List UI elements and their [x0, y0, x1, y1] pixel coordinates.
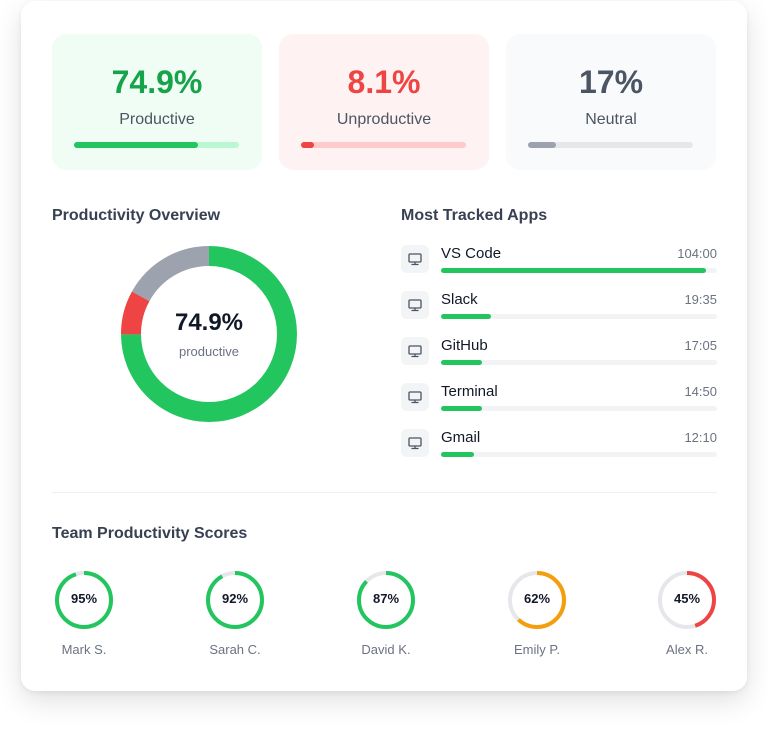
score-value: 92%	[221, 591, 249, 606]
app-time: 14:50	[684, 384, 717, 399]
stat-bar-fill	[528, 142, 557, 148]
member-name: David K.	[361, 642, 411, 657]
team-member: 95% Mark S.	[52, 568, 116, 657]
score-value: 62%	[523, 591, 551, 606]
ring-progress	[55, 571, 113, 629]
monitor-icon	[401, 337, 429, 365]
app-name: VS Code	[441, 245, 502, 262]
donut-center-value: 74.9%	[174, 309, 244, 336]
stat-bar-fill	[301, 142, 315, 148]
unproductive-stat-card: 8.1% Unproductive	[279, 34, 489, 170]
score-value: 95%	[70, 591, 98, 606]
app-name: Slack	[441, 291, 478, 308]
donut-segment-neutral	[121, 246, 297, 422]
app-name: GitHub	[441, 337, 488, 354]
dashboard-card: 74.9% Productive 8.1% Unproductive 17% N…	[21, 1, 747, 691]
app-bar-track	[441, 314, 717, 319]
productivity-donut: 74.9% productive	[121, 246, 297, 422]
member-name: Emily P.	[514, 642, 560, 657]
apps-title: Most Tracked Apps	[401, 207, 548, 224]
app-bar-fill	[441, 406, 483, 411]
app-time: 12:10	[684, 430, 717, 445]
ring-progress	[357, 571, 415, 629]
app-bar-fill	[441, 452, 475, 457]
score-ring: 92%	[203, 568, 267, 632]
stat-value: 8.1%	[347, 64, 421, 100]
score-ring: 45%	[655, 568, 719, 632]
ring-progress	[658, 571, 716, 629]
productive-stat-card: 74.9% Productive	[52, 34, 262, 170]
stat-value: 74.9%	[111, 64, 203, 100]
member-name: Mark S.	[61, 642, 107, 657]
ring-progress	[508, 571, 566, 629]
stat-bar-track	[528, 142, 693, 148]
donut-chart	[121, 246, 297, 422]
app-bar-fill	[441, 268, 706, 273]
neutral-stat-card: 17% Neutral	[506, 34, 716, 170]
score-ring: 87%	[354, 568, 418, 632]
stat-value: 17%	[578, 64, 644, 100]
app-row: Slack 19:35	[401, 291, 717, 331]
team-member: 92% Sarah C.	[203, 568, 267, 657]
stat-label: Unproductive	[336, 111, 432, 128]
donut-center-label: productive	[179, 344, 239, 359]
member-name: Sarah C.	[209, 642, 261, 657]
app-row: Gmail 12:10	[401, 429, 717, 469]
app-time: 19:35	[684, 292, 717, 307]
app-row: VS Code 104:00	[401, 245, 717, 285]
app-name: Terminal	[441, 383, 498, 400]
stat-bar-track	[301, 142, 466, 148]
app-bar-track	[441, 268, 717, 273]
member-name: Alex R.	[666, 642, 708, 657]
section-divider	[52, 492, 717, 493]
app-bar-track	[441, 452, 717, 457]
monitor-icon	[401, 383, 429, 411]
team-member: 45% Alex R.	[655, 568, 719, 657]
ring-progress	[206, 571, 264, 629]
stat-bar-track	[74, 142, 239, 148]
app-bar-fill	[441, 360, 483, 365]
score-value: 45%	[673, 591, 701, 606]
score-value: 87%	[372, 591, 400, 606]
stat-label: Neutral	[585, 111, 637, 128]
score-ring: 95%	[52, 568, 116, 632]
app-time: 17:05	[684, 338, 717, 353]
team-member: 62% Emily P.	[505, 568, 569, 657]
app-row: GitHub 17:05	[401, 337, 717, 377]
team-member: 87% David K.	[354, 568, 418, 657]
app-bar-track	[441, 360, 717, 365]
overview-title: Productivity Overview	[52, 207, 221, 224]
app-bar-fill	[441, 314, 491, 319]
app-bar-track	[441, 406, 717, 411]
app-time: 104:00	[677, 246, 717, 261]
team-title: Team Productivity Scores	[52, 525, 248, 542]
stat-label: Productive	[119, 111, 195, 128]
app-name: Gmail	[441, 429, 481, 446]
monitor-icon	[401, 245, 429, 273]
monitor-icon	[401, 291, 429, 319]
monitor-icon	[401, 429, 429, 457]
stat-bar-fill	[74, 142, 198, 148]
app-row: Terminal 14:50	[401, 383, 717, 423]
score-ring: 62%	[505, 568, 569, 632]
